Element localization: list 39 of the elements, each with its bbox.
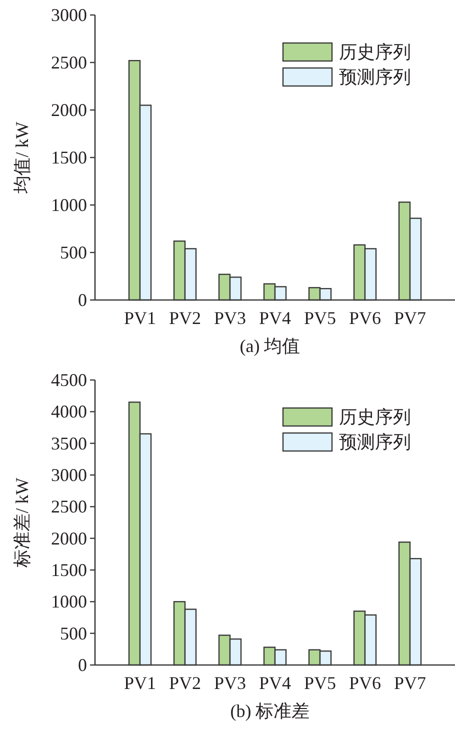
- x-tick-label: PV5: [304, 308, 336, 328]
- x-tick-label: PV2: [168, 308, 202, 328]
- x-tick-label: PV5: [304, 673, 336, 693]
- x-tick-label: PV1: [124, 673, 156, 693]
- x-tick-label: PV4: [258, 673, 292, 693]
- y-tick-label: 500: [60, 623, 87, 644]
- text: (a) 均值: [240, 336, 300, 356]
- y-tick-label: 2000: [51, 528, 87, 548]
- x-tick-label: PV6: [348, 673, 382, 693]
- y-tick-label: 1500: [51, 148, 87, 168]
- y-tick-label: 2000: [51, 100, 87, 120]
- y-tick-label: 4500: [51, 370, 87, 390]
- legend-label: 历史序列: [339, 42, 411, 62]
- x-tick-label: PV2: [168, 673, 202, 693]
- y-tick-label: 4000: [51, 402, 87, 422]
- x-tick-label: PV4: [258, 308, 292, 328]
- y-tick-label: 2500: [51, 52, 87, 72]
- y-tick-label: 1000: [51, 195, 87, 215]
- y-tick-label: 1000: [51, 592, 87, 612]
- legend-label: 预测序列: [339, 432, 411, 452]
- y-tick-label: 2500: [51, 496, 87, 517]
- y-tick-label: 3500: [51, 433, 87, 454]
- y-tick-label: 0: [78, 290, 87, 310]
- y-tick-label: 3000: [51, 465, 87, 485]
- x-tick-label: PV3: [214, 673, 246, 693]
- x-tick-label: PV7: [394, 673, 426, 693]
- x-tick-label: PV6: [348, 308, 382, 328]
- legend-label: 历史序列: [339, 407, 411, 427]
- y-tick-label: 1500: [51, 560, 87, 580]
- x-tick-label: PV1: [124, 308, 156, 328]
- y-tick-label: 3000: [51, 5, 87, 25]
- x-tick-label: PV3: [214, 308, 246, 328]
- y-axis-title: 标准差/ kW: [12, 478, 32, 568]
- y-tick-label: 500: [60, 242, 87, 262]
- text: (b) 标准差: [230, 701, 310, 721]
- x-tick-label: PV7: [394, 308, 426, 328]
- y-tick-label: 0: [78, 655, 87, 675]
- legend-label: 预测序列: [339, 67, 411, 87]
- y-axis-title: 均值/ kW: [12, 122, 32, 194]
